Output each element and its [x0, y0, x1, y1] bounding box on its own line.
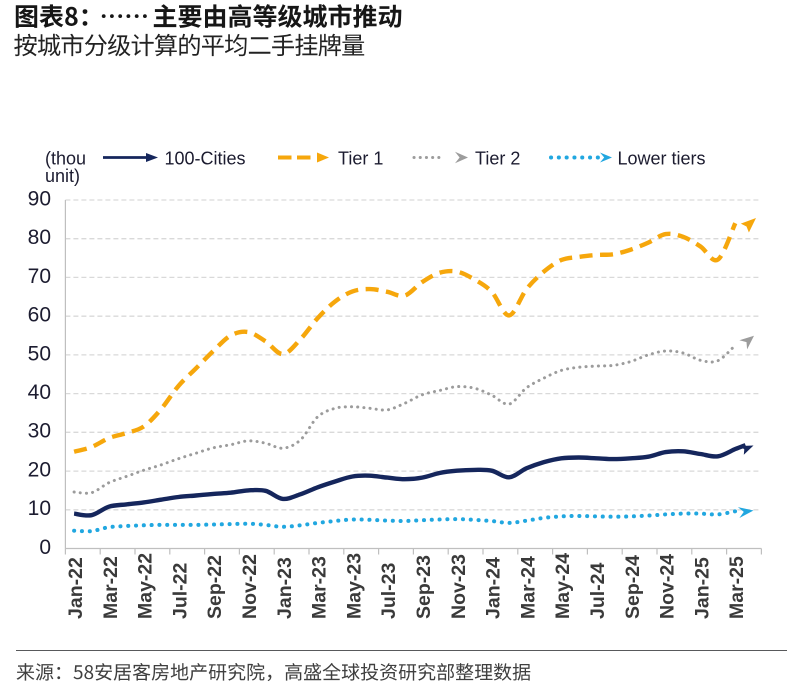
svg-text:40: 40 — [28, 381, 51, 404]
svg-text:Jan-23: Jan-23 — [274, 557, 296, 619]
svg-text:Nov-24: Nov-24 — [657, 554, 679, 619]
svg-text:90: 90 — [28, 187, 51, 210]
svg-text:Tier 2: Tier 2 — [475, 149, 520, 169]
svg-text:50: 50 — [28, 342, 51, 365]
svg-text:Nov-22: Nov-22 — [239, 554, 261, 619]
svg-text:70: 70 — [28, 265, 51, 288]
svg-text:Jul-22: Jul-22 — [169, 562, 191, 619]
svg-text:Sep-23: Sep-23 — [413, 555, 435, 619]
svg-text:Mar-22: Mar-22 — [100, 556, 122, 619]
svg-text:Mar-25: Mar-25 — [726, 556, 748, 619]
svg-text:May-24: May-24 — [552, 553, 574, 619]
svg-text:Tier 1: Tier 1 — [338, 149, 383, 169]
svg-text:60: 60 — [28, 304, 51, 327]
svg-text:100-Cities: 100-Cities — [165, 149, 246, 169]
svg-text:0: 0 — [39, 536, 51, 559]
svg-text:80: 80 — [28, 226, 51, 249]
svg-text:Lower tiers: Lower tiers — [618, 149, 706, 169]
svg-text:20: 20 — [28, 459, 51, 482]
svg-text:Jan-24: Jan-24 — [483, 557, 505, 619]
svg-text:Mar-24: Mar-24 — [517, 556, 539, 619]
svg-text:Sep-22: Sep-22 — [204, 555, 226, 619]
svg-text:Nov-23: Nov-23 — [448, 554, 470, 619]
svg-text:unit): unit) — [45, 166, 80, 186]
svg-text:May-23: May-23 — [343, 553, 365, 619]
svg-text:Jul-24: Jul-24 — [587, 562, 609, 619]
svg-text:Mar-23: Mar-23 — [309, 556, 331, 619]
svg-text:(thou: (thou — [45, 149, 86, 169]
svg-text:May-22: May-22 — [135, 553, 157, 619]
svg-text:Jan-22: Jan-22 — [65, 557, 87, 619]
svg-text:Sep-24: Sep-24 — [622, 555, 644, 619]
svg-text:Jan-25: Jan-25 — [691, 557, 713, 619]
svg-text:10: 10 — [28, 497, 51, 520]
svg-text:30: 30 — [28, 420, 51, 443]
svg-text:Jul-23: Jul-23 — [378, 562, 400, 619]
